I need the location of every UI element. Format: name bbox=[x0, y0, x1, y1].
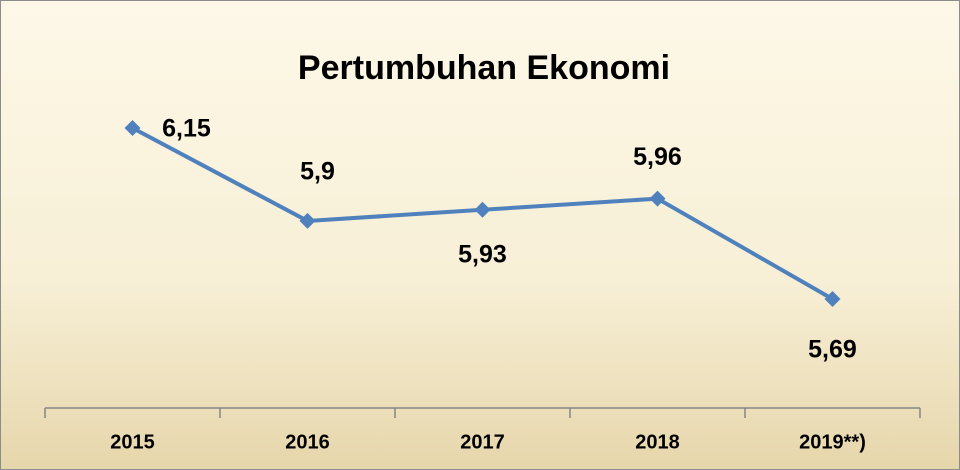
x-tick-label: 2017 bbox=[460, 431, 505, 453]
marker bbox=[299, 212, 316, 229]
x-tick-label: 2015 bbox=[110, 431, 155, 453]
chart-title: Pertumbuhan Ekonomi bbox=[298, 49, 670, 87]
data-label: 5,69 bbox=[808, 336, 857, 364]
data-label: 5,96 bbox=[633, 143, 682, 171]
data-label: 6,15 bbox=[162, 115, 211, 143]
x-tick-label: 2016 bbox=[285, 431, 330, 453]
x-tick-label: 2019**) bbox=[799, 431, 866, 453]
marker bbox=[824, 291, 841, 307]
data-label: 5,9 bbox=[300, 158, 335, 186]
x-tick-label: 2018 bbox=[635, 431, 680, 453]
data-label: 5,93 bbox=[458, 240, 507, 268]
marker bbox=[474, 201, 491, 218]
marker bbox=[649, 190, 666, 207]
marker bbox=[124, 120, 141, 136]
